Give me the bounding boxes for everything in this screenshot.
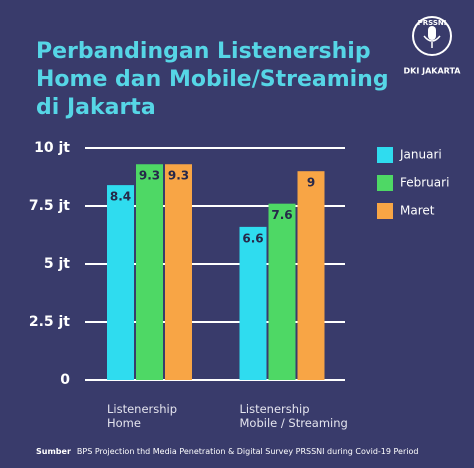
- logo: PRSSNI DKI JAKARTA: [404, 16, 462, 76]
- value-label: 6.6: [242, 231, 263, 245]
- legend-swatch: [377, 203, 393, 219]
- legend-swatch: [377, 175, 393, 191]
- y-tick-label: 7.5 jt: [29, 198, 70, 214]
- value-label: 7.6: [271, 208, 292, 222]
- logo-name: PRSSNI: [418, 19, 447, 27]
- logo-mic-stand: [423, 35, 441, 48]
- bar: [239, 226, 267, 380]
- y-tick-label: 2.5 jt: [29, 314, 70, 330]
- bar: [165, 164, 192, 380]
- value-label: 9.3: [139, 169, 160, 183]
- legend-swatch: [377, 147, 393, 163]
- legend-label: Maret: [400, 204, 435, 218]
- source: Sumber BPS Projection thd Media Penetrati…: [36, 447, 418, 456]
- y-tick-label: 5 jt: [44, 256, 70, 272]
- source-label: Sumber: [36, 447, 71, 456]
- logo-region: DKI JAKARTA: [404, 67, 462, 76]
- x-tick-label: Listenership Mobile / Streaming: [239, 402, 348, 430]
- logo-mic: [428, 26, 436, 40]
- legend-label: Januari: [399, 148, 442, 162]
- bar: [136, 164, 163, 380]
- bar: [297, 171, 325, 380]
- logo-ring: [412, 16, 452, 56]
- value-label: 9: [307, 176, 315, 190]
- source-text: BPS Projection thd Media Penetration & D…: [76, 447, 419, 456]
- bar: [268, 203, 296, 380]
- bar: [107, 185, 134, 380]
- value-label: 8.4: [110, 190, 131, 204]
- y-tick-label: 0: [60, 372, 70, 388]
- value-label: 9.3: [168, 169, 189, 183]
- chart-title: Perbandingan Listenership Home dan Mobil…: [36, 39, 389, 120]
- x-tick-label: Listenership Home: [107, 402, 178, 430]
- legend-label: Februari: [400, 176, 449, 190]
- y-tick-label: 10 jt: [34, 140, 70, 156]
